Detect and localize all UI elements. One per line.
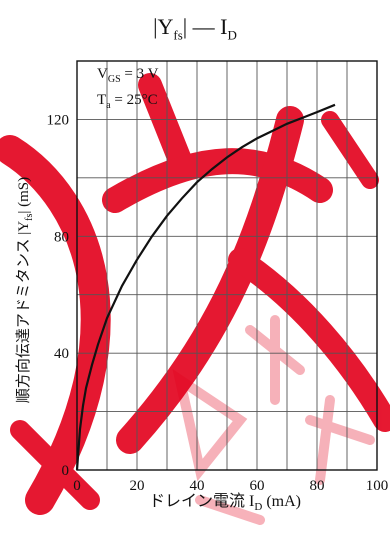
- condition-vgs: VGS = 3 V: [97, 66, 159, 85]
- y-axis-label: 順方向伝達アドミタンス |Yfs| (mS): [16, 176, 35, 404]
- x-tick-label: 100: [366, 478, 389, 494]
- x-tick-label: 80: [310, 478, 325, 494]
- x-axis-label: ドレイン電流 ID (mA): [149, 493, 301, 514]
- y-tick-label: 40: [54, 346, 69, 362]
- y-tick-label: 120: [47, 112, 70, 128]
- chart-title: |Yfs| — ID: [153, 14, 237, 43]
- y-tick-label: 80: [54, 229, 69, 245]
- test-conditions: VGS = 3 V Ta = 25°C: [97, 64, 158, 116]
- tick-labels: 0 20 40 60 80 100 0 40 80 120: [47, 112, 389, 494]
- x-tick-label: 40: [190, 478, 205, 494]
- series-line: [75, 103, 336, 471]
- condition-ta: Ta = 25°C: [97, 92, 158, 111]
- y-tick-label: 0: [62, 463, 70, 479]
- x-tick-label: 60: [250, 478, 265, 494]
- x-tick-label: 20: [130, 478, 145, 494]
- x-tick-label: 0: [73, 478, 81, 494]
- plot-frame: [76, 60, 378, 471]
- grid: [77, 61, 377, 470]
